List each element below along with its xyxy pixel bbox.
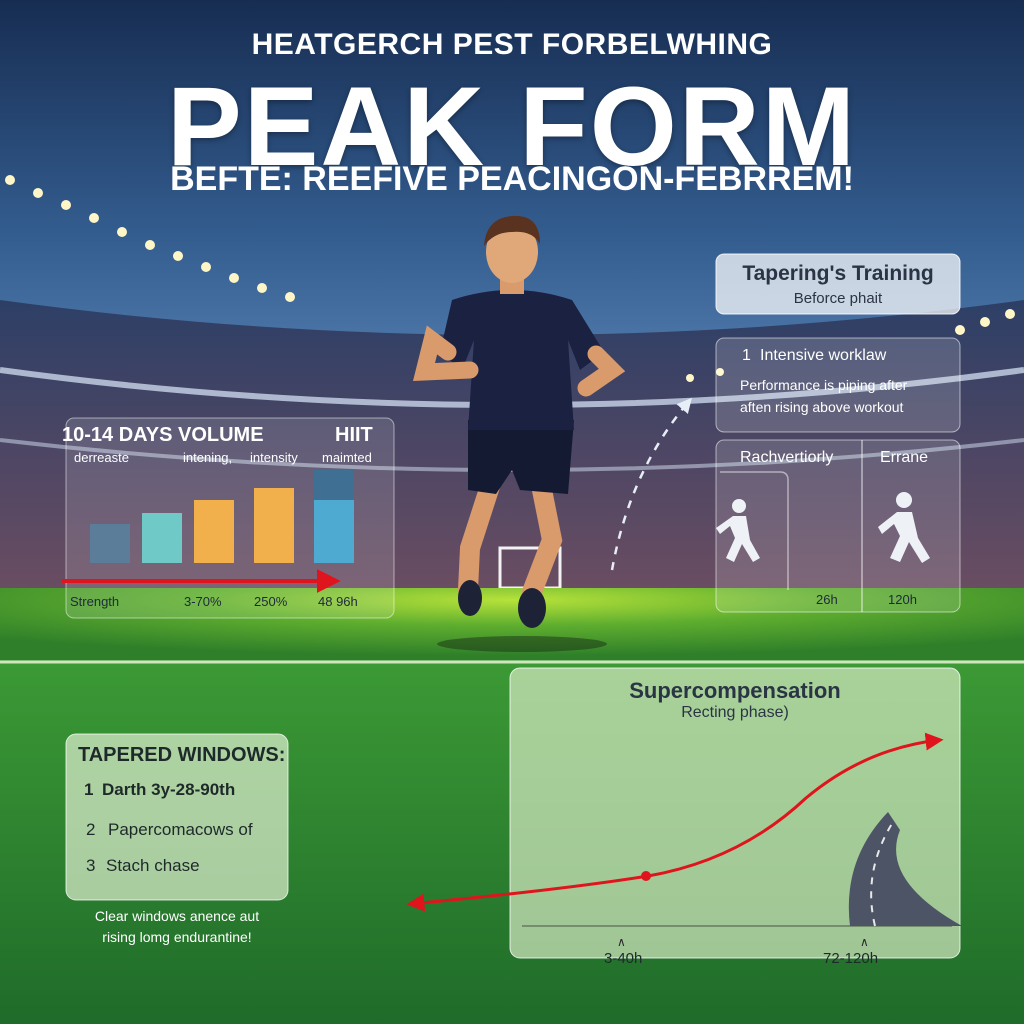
intensive-description-line-2: aften rising above workout <box>740 399 904 415</box>
runner-shadow <box>437 636 607 652</box>
motion-dashed-arrow <box>610 397 692 571</box>
volume-sub-label-4: maimted <box>322 450 372 465</box>
volume-sub-label-2: intening, <box>183 450 233 465</box>
volume-sub-label-3: intensity <box>250 450 298 465</box>
intensive-item-text: Intensive worklaw <box>760 347 887 364</box>
recovery-left-value: 26h <box>816 592 838 607</box>
supercomp-point <box>641 871 651 881</box>
volume-bar-3 <box>194 500 234 563</box>
volume-bottom-label-3: 250% <box>254 594 288 609</box>
header-kicker: HEATGERCH PEST FORBELWHING <box>251 28 773 61</box>
recovery-inner-frame <box>720 471 789 590</box>
windows-panel <box>65 733 289 901</box>
runner-icon-right <box>878 492 930 563</box>
page-subtitle: BEFTE: REEFIVE PEACINGON-FEBRREM! <box>170 160 854 198</box>
recovery-panel <box>715 439 961 613</box>
volume-sub-label-1: derreaste <box>74 450 129 465</box>
volume-bar-1 <box>90 524 130 563</box>
volume-bars <box>90 470 354 563</box>
volume-heading-right: HIIT <box>335 424 373 446</box>
supercomp-curve <box>406 732 944 912</box>
volume-bar-5-cap <box>314 470 354 500</box>
axis-tick-right-caret: ∧ <box>860 935 869 949</box>
volume-bottom-label-2: 3-70% <box>184 594 222 609</box>
recovery-left-label: Rachvertiorly <box>740 449 834 466</box>
runner-icon-left <box>716 499 760 562</box>
windows-item-2-text: Papercomacows of <box>108 820 253 839</box>
supercomp-subtitle: Recting phase) <box>681 704 789 721</box>
recovery-right-value: 120h <box>888 592 917 607</box>
windows-item-3-text: Stach chase <box>106 856 200 875</box>
recovery-right-label: Errane <box>880 449 929 466</box>
tapering-panel <box>715 253 961 315</box>
windows-footer-line-1: Clear windows anence aut <box>94 908 260 924</box>
tapering-title: Tapering's Training <box>742 262 934 285</box>
windows-item-2-number: 2 <box>86 820 96 839</box>
windows-title: TAPERED WINDOWS: <box>78 744 286 766</box>
axis-tick-left-caret: ∧ <box>617 935 626 949</box>
supercomp-axis-right-label: 72-120h <box>823 950 879 967</box>
volume-heading: 10-14 DAYS VOLUME <box>62 424 264 446</box>
windows-item-3-number: 3 <box>86 856 96 875</box>
supercomp-axis-left-label: 3-40h <box>604 950 643 967</box>
volume-bottom-label-4: 48 96h <box>318 594 358 609</box>
floodlights-right <box>686 309 1015 382</box>
runner-figure <box>412 215 626 628</box>
intensive-panel <box>715 337 961 433</box>
volume-bottom-label-1: Strength <box>70 594 120 609</box>
intensive-item-number: 1 <box>742 347 751 364</box>
windows-footer-line-2: rising lomg endurantine! <box>102 929 252 945</box>
windows-item-1-text: Darth 3y-28-90th <box>102 780 236 799</box>
volume-bar-2 <box>142 513 182 563</box>
page-title: PEAK FORM <box>167 64 857 189</box>
tapering-subtitle: Beforce phait <box>793 290 883 307</box>
floodlights-left <box>5 175 295 302</box>
intensive-description-line-1: Performance is piping after <box>740 377 908 393</box>
supercomp-title: Supercompensation <box>629 678 841 703</box>
windows-item-1-number: 1 <box>84 780 94 799</box>
volume-bar-4 <box>254 488 294 563</box>
pitch-upper <box>0 588 1024 668</box>
